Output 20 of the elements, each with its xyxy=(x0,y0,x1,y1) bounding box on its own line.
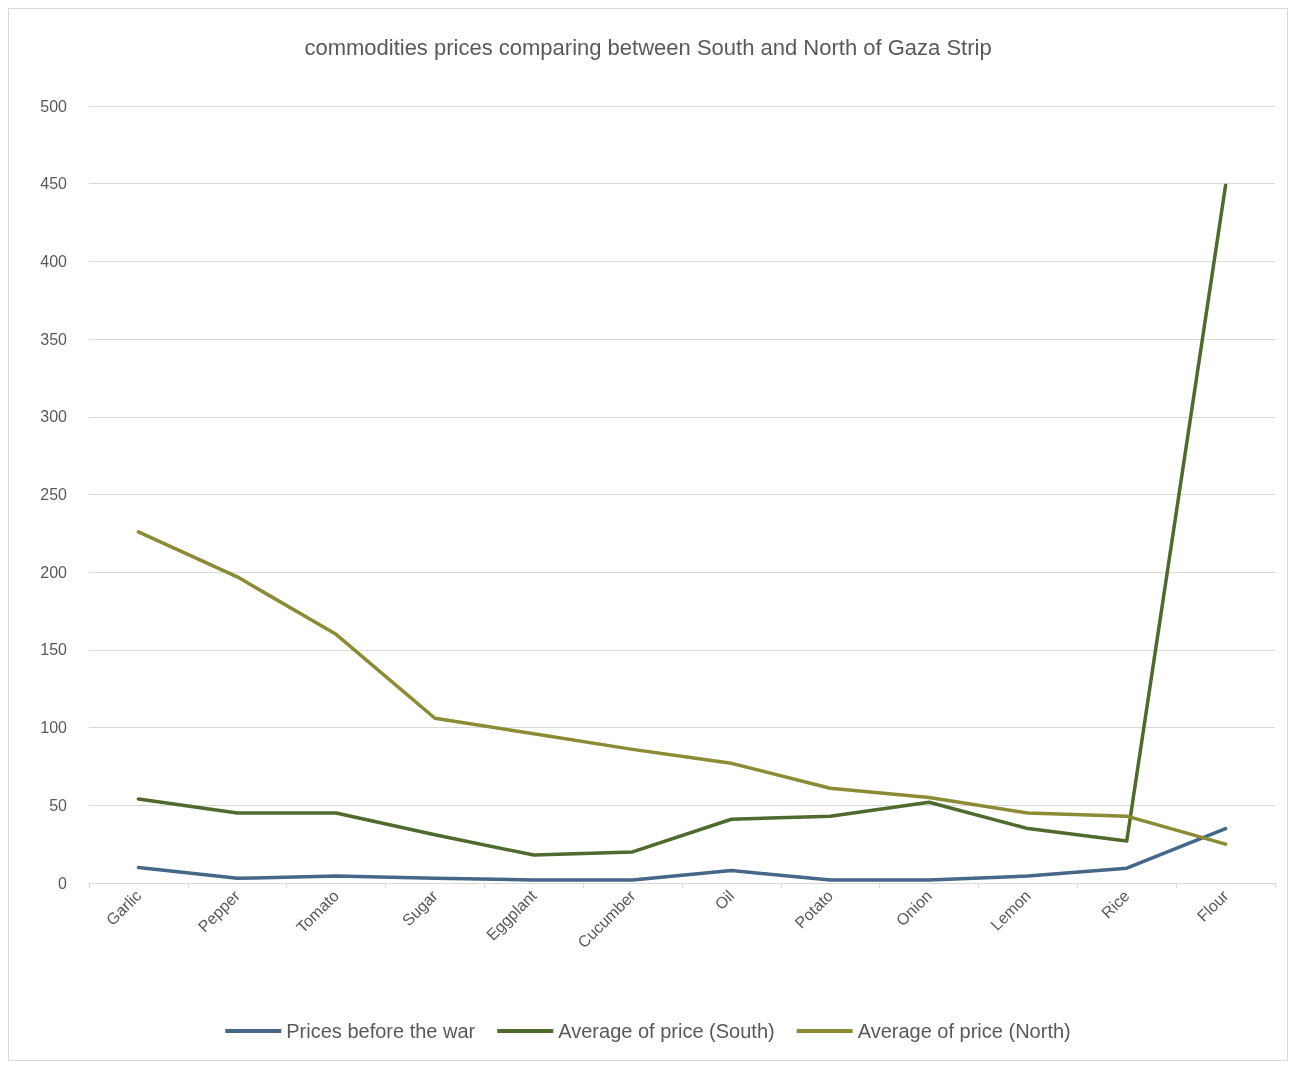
x-tick-label: Rice xyxy=(1098,886,1133,922)
legend-label: Average of price (North) xyxy=(857,1020,1071,1042)
x-tick-label: Oil xyxy=(711,886,738,913)
y-tick-label: 50 xyxy=(49,796,68,814)
line-series xyxy=(136,183,1228,857)
line-series xyxy=(136,826,1228,882)
y-tick-label: 350 xyxy=(40,330,68,348)
y-tick-label: 100 xyxy=(40,719,68,737)
y-tick-label: 300 xyxy=(40,408,68,426)
y-tick-label: 250 xyxy=(40,486,68,503)
y-tick-label: 500 xyxy=(40,97,68,115)
y-tick-label: 400 xyxy=(40,252,68,270)
legend-label: Prices before the war xyxy=(286,1020,476,1042)
y-tick-label: 450 xyxy=(40,175,68,193)
y-tick-label: 150 xyxy=(40,641,68,659)
y-tick-label: 200 xyxy=(40,563,68,581)
chart-title: commodities prices comparing between South and North of Gaza Strip xyxy=(304,34,992,60)
legend-label: Average of price (South) xyxy=(558,1020,775,1042)
y-tick-label: 0 xyxy=(58,874,68,892)
line-series xyxy=(136,530,1228,846)
